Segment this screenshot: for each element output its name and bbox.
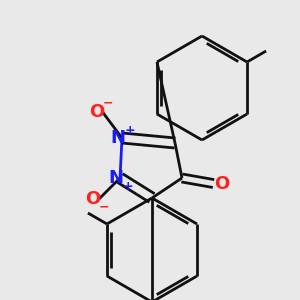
Text: −: − [103, 97, 113, 110]
Text: +: + [123, 179, 133, 193]
Text: N: N [109, 169, 124, 187]
Text: +: + [125, 124, 135, 137]
Text: O: O [214, 175, 229, 193]
Text: O: O [89, 103, 104, 122]
Text: O: O [85, 190, 100, 208]
Text: −: − [98, 201, 109, 214]
Text: N: N [110, 129, 125, 147]
